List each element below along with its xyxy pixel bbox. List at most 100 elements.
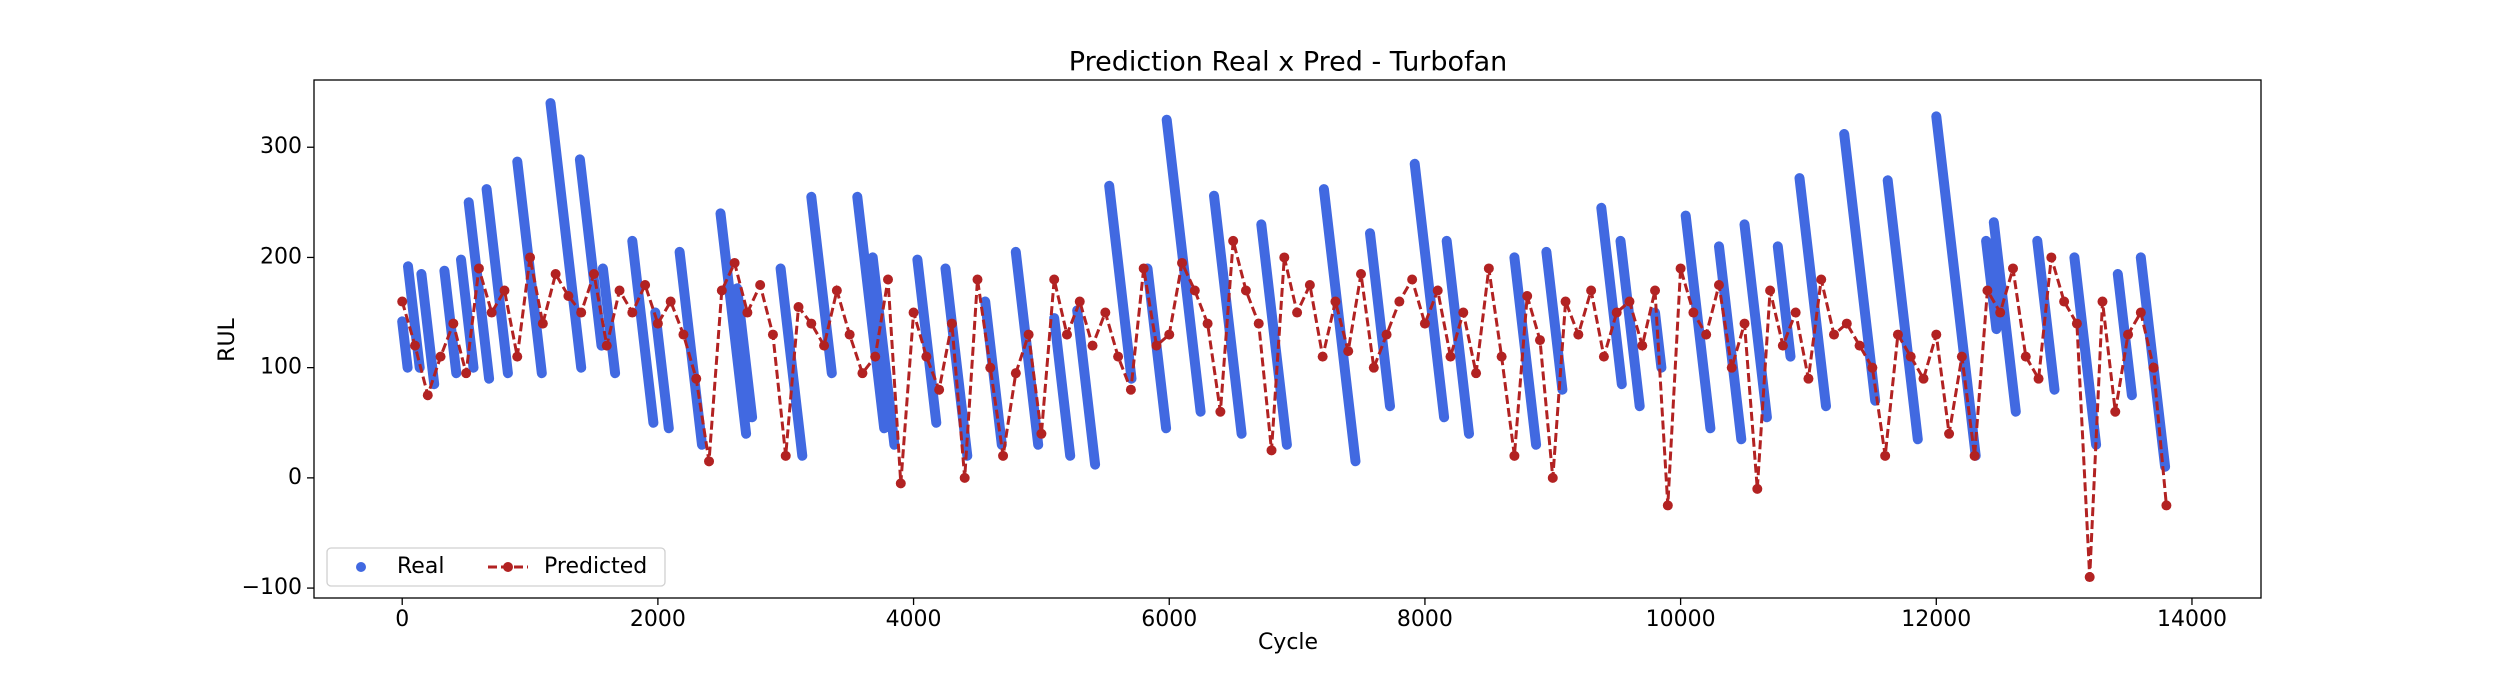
predicted-point (1892, 329, 1903, 340)
y-tick-label: 300 (260, 134, 302, 159)
predicted-point (2123, 329, 2134, 340)
predicted-point (1777, 340, 1788, 351)
predicted-point (1177, 257, 1188, 268)
predicted-point (2033, 373, 2044, 384)
predicted-point (2020, 351, 2031, 362)
predicted-point (1100, 307, 1111, 318)
predicted-point (1701, 329, 1712, 340)
predicted-point (1765, 285, 1776, 296)
predicted-point (921, 351, 932, 362)
predicted-point (1675, 263, 1686, 274)
predicted-point (1509, 450, 1520, 461)
predicted-point (1624, 296, 1635, 307)
predicted-point (1458, 307, 1469, 318)
predicted-point (1343, 346, 1354, 357)
y-tick-label: 100 (260, 355, 302, 380)
predicted-point (1240, 285, 1251, 296)
plot-area (397, 98, 2172, 583)
predicted-point (1394, 296, 1405, 307)
axes-frame (313, 79, 2262, 599)
predicted-point (1471, 368, 1482, 379)
predicted-point (525, 252, 536, 263)
predicted-point (780, 450, 791, 461)
predicted-point (576, 307, 587, 318)
predicted-point (883, 274, 894, 285)
predicted-point (2161, 500, 2172, 511)
predicted-point (1304, 279, 1315, 290)
predicted-point (1790, 307, 1801, 318)
x-tick-label: 0 (395, 607, 409, 632)
predicted-point (1113, 351, 1124, 362)
predicted-point (1880, 450, 1891, 461)
predicted-point (831, 285, 842, 296)
x-tick-label: 4000 (886, 607, 942, 632)
predicted-point (588, 268, 599, 279)
predicted-point (2071, 318, 2082, 329)
predicted-point (627, 307, 638, 318)
predicted-point (1739, 318, 1750, 329)
predicted-point (1586, 285, 1597, 296)
predicted-point (409, 340, 420, 351)
legend-label: Real (397, 554, 444, 579)
predicted-point (742, 307, 753, 318)
x-tick-label: 2000 (630, 607, 686, 632)
predicted-point (844, 329, 855, 340)
predicted-point (2007, 263, 2018, 274)
predicted-point (512, 351, 523, 362)
predicted-point (908, 307, 919, 318)
predicted-point (2148, 362, 2159, 373)
x-tick-label: 6000 (1141, 607, 1197, 632)
predicted-point (857, 368, 868, 379)
predicted-point (1637, 340, 1648, 351)
predicted-point (1995, 307, 2006, 318)
x-tick-label: 8000 (1397, 607, 1453, 632)
predicted-point (1036, 428, 1047, 439)
predicted-point (959, 472, 970, 483)
predicted-point (1189, 285, 1200, 296)
predicted-point (473, 263, 484, 274)
predicted-point (1944, 428, 1955, 439)
y-tick-label: 200 (260, 244, 302, 269)
y-axis-label: RUL (215, 317, 240, 361)
predicted-point (1803, 373, 1814, 384)
predicted-point (1854, 340, 1865, 351)
predicted-point (1292, 307, 1303, 318)
predicted-point (1982, 285, 1993, 296)
predicted-point (793, 302, 804, 313)
predicted-point (1023, 329, 1034, 340)
predicted-point (1688, 307, 1699, 318)
predicted-point (1816, 274, 1827, 285)
predicted-point (1253, 318, 1264, 329)
legend-label: Predicted (544, 554, 647, 579)
predicted-point (819, 340, 830, 351)
predicted-point (1483, 263, 1494, 274)
chart-title: Prediction Real x Pred - Turbofan (1069, 47, 1507, 78)
predicted-point (1573, 329, 1584, 340)
predicted-point (550, 268, 561, 279)
predicted-point (448, 318, 459, 329)
predicted-point (1547, 472, 1558, 483)
predicted-point (1368, 362, 1379, 373)
predicted-point (601, 340, 612, 351)
x-tick-label: 14000 (2157, 607, 2227, 632)
predicted-point (1228, 235, 1239, 246)
predicted-point (2097, 296, 2108, 307)
predicted-point (2046, 252, 2057, 263)
predicted-point (665, 296, 676, 307)
predicted-point (1407, 274, 1418, 285)
legend-marker (503, 562, 513, 572)
predicted-point (1049, 274, 1060, 285)
predicted-point (755, 279, 766, 290)
predicted-point (1279, 252, 1290, 263)
predicted-point (1969, 450, 1980, 461)
predicted-point (1419, 318, 1430, 329)
predicted-point (1956, 351, 1967, 362)
predicted-point (1125, 384, 1136, 395)
predicted-point (1918, 373, 1929, 384)
x-axis-label: Cycle (1258, 630, 1318, 655)
predicted-point (499, 285, 510, 296)
predicted-point (461, 368, 472, 379)
predicted-point (1010, 368, 1021, 379)
